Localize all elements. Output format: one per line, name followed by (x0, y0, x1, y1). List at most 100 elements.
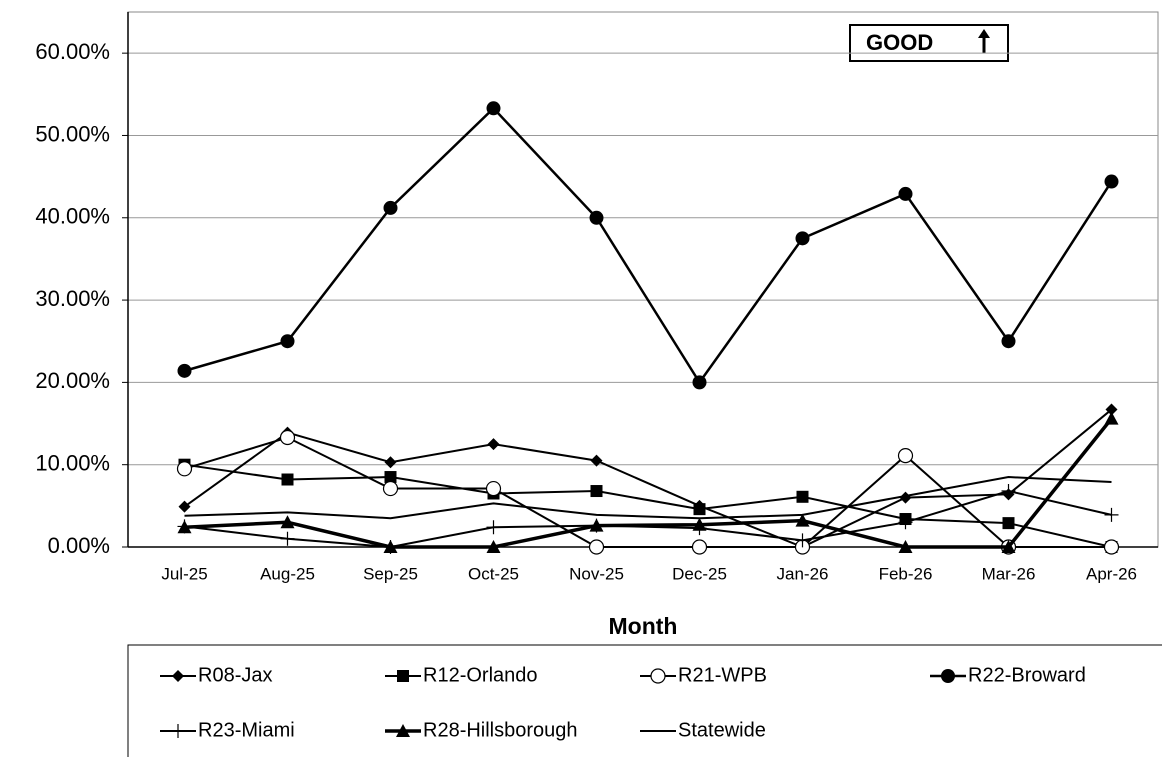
legend-item: R22-Broward (930, 664, 1086, 686)
marker (281, 473, 294, 486)
marker (693, 503, 706, 516)
marker (383, 200, 398, 215)
legend-item: R12-Orlando (385, 664, 538, 686)
legend-label: Statewide (678, 719, 766, 741)
marker (396, 724, 410, 737)
series (178, 458, 1118, 553)
marker (1001, 540, 1016, 553)
marker (486, 540, 501, 553)
y-tick-label: 50.00% (35, 121, 110, 146)
marker (898, 186, 913, 201)
marker (795, 231, 810, 246)
legend-item: R08-Jax (160, 664, 272, 686)
annotation-box (849, 24, 1009, 62)
marker (176, 461, 193, 477)
series-line (183, 408, 1113, 549)
marker (898, 540, 913, 553)
y-tick-label: 30.00% (35, 286, 110, 311)
marker (1105, 403, 1118, 416)
y-tick-label: 10.00% (35, 451, 110, 476)
x-tick-label: Sep-25 (363, 564, 418, 583)
legend-label: R22-Broward (968, 664, 1086, 686)
marker (1001, 334, 1016, 349)
marker (1002, 517, 1015, 530)
marker (650, 668, 666, 684)
marker (397, 670, 409, 682)
x-tick-label: Feb-26 (879, 564, 933, 583)
legend-label: R23-Miami (198, 719, 295, 741)
legend-item: R28-Hillsborough (385, 719, 578, 741)
legend-item: R21-WPB (640, 664, 767, 686)
x-tick-label: Jan-26 (777, 564, 829, 583)
series (177, 101, 1119, 390)
marker (795, 533, 810, 548)
x-tick-label: Oct-25 (468, 564, 519, 583)
marker (280, 334, 295, 349)
y-tick-label: 20.00% (35, 368, 110, 393)
series-line (184, 476, 1112, 520)
legend-label: R08-Jax (198, 664, 272, 686)
marker (383, 540, 398, 553)
marker (384, 456, 397, 469)
marker (590, 454, 603, 467)
marker (485, 480, 502, 497)
marker (280, 515, 295, 529)
marker (590, 485, 603, 498)
marker (691, 539, 708, 555)
marker (487, 438, 500, 451)
legend-label: R28-Hillsborough (423, 719, 578, 741)
y-tick-label: 40.00% (35, 204, 110, 229)
series (177, 411, 1119, 553)
marker (177, 520, 192, 534)
x-tick-label: Nov-25 (569, 564, 624, 583)
marker (1104, 174, 1119, 189)
y-tick-label: 0.00% (48, 533, 110, 558)
marker (898, 515, 913, 530)
legend-item: R23-Miami (160, 719, 295, 741)
annotation: GOOD (866, 30, 933, 55)
marker (795, 513, 810, 527)
marker (384, 471, 397, 484)
x-tick-label: Mar-26 (982, 564, 1036, 583)
marker (279, 429, 296, 446)
legend-label: R21-WPB (678, 664, 767, 686)
series-line (184, 417, 1113, 549)
series (176, 429, 1120, 555)
marker (692, 375, 707, 390)
x-axis-label: Month (609, 613, 678, 639)
plot-frame (127, 11, 1159, 548)
y-tick-label: 60.00% (35, 39, 110, 64)
marker (1001, 484, 1016, 499)
series-line (184, 106, 1113, 385)
marker (941, 669, 955, 683)
x-tick-label: Jul-25 (161, 564, 207, 583)
marker (796, 490, 809, 503)
marker (486, 520, 501, 535)
marker (588, 539, 605, 555)
marker (1104, 411, 1119, 425)
legend-label: R12-Orlando (423, 664, 538, 686)
marker (178, 500, 191, 513)
marker (589, 518, 604, 532)
x-tick-label: Aug-25 (260, 564, 315, 583)
marker (172, 670, 184, 682)
marker (897, 448, 914, 464)
marker (171, 724, 185, 738)
marker (177, 363, 192, 378)
marker (1103, 539, 1120, 555)
legend-item: Statewide (640, 719, 766, 741)
marker (1104, 507, 1119, 522)
series-line (184, 436, 1112, 548)
marker (280, 531, 295, 546)
series (184, 476, 1112, 520)
series-line (184, 463, 1112, 548)
marker (486, 101, 501, 116)
x-tick-label: Dec-25 (672, 564, 727, 583)
marker (692, 517, 707, 531)
marker (589, 210, 604, 225)
x-tick-label: Apr-26 (1086, 564, 1137, 583)
legend-frame (127, 644, 1162, 757)
annotation-arrow (978, 29, 990, 53)
marker (382, 480, 399, 497)
